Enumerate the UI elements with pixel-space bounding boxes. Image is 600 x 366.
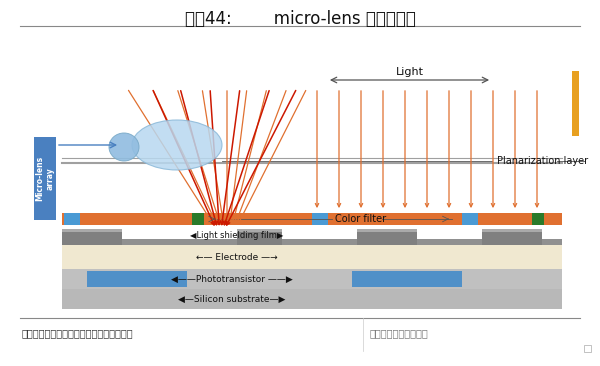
Bar (34, 137, 56, 220)
Text: 图表44:        micro-lens 起聚光作用: 图表44: micro-lens 起聚光作用 (185, 10, 415, 28)
Bar (357, 229, 417, 245)
Text: ◀Light shielding film▶: ◀Light shielding film▶ (190, 232, 284, 240)
Text: ◀——Phototransistor ——▶: ◀——Phototransistor ——▶ (171, 274, 293, 284)
Text: Light: Light (395, 67, 424, 77)
Text: 资料来源：电子产业前沿，方正证券研究所: 资料来源：电子产业前沿，方正证券研究所 (22, 328, 134, 338)
Ellipse shape (132, 120, 222, 170)
Bar (62, 289, 562, 309)
Bar (584, 345, 591, 352)
Bar (352, 271, 462, 287)
Bar (62, 213, 562, 225)
Text: Color filter: Color filter (335, 214, 386, 224)
Bar (482, 229, 542, 245)
Bar (482, 229, 542, 232)
Bar (572, 71, 579, 136)
Text: Micro-lens
array: Micro-lens array (35, 156, 55, 201)
Bar (62, 239, 562, 245)
Bar (237, 229, 282, 232)
Bar (62, 245, 562, 269)
Text: 段迎晨和谢恒电子观点: 段迎晨和谢恒电子观点 (370, 328, 429, 338)
Bar (312, 213, 328, 225)
Text: ←— Electrode —→: ←— Electrode —→ (196, 253, 278, 261)
Bar (237, 229, 282, 245)
Bar (462, 213, 478, 225)
Bar (62, 229, 122, 245)
Bar (192, 213, 204, 225)
Bar (532, 213, 544, 225)
Text: ◀—Silicon substrate—▶: ◀—Silicon substrate—▶ (178, 295, 286, 303)
Ellipse shape (109, 133, 139, 161)
Bar (62, 229, 122, 232)
Bar (64, 213, 80, 225)
Bar (357, 229, 417, 232)
Text: Planarization layer: Planarization layer (497, 156, 588, 166)
Bar (62, 269, 562, 289)
Bar (87, 271, 187, 287)
